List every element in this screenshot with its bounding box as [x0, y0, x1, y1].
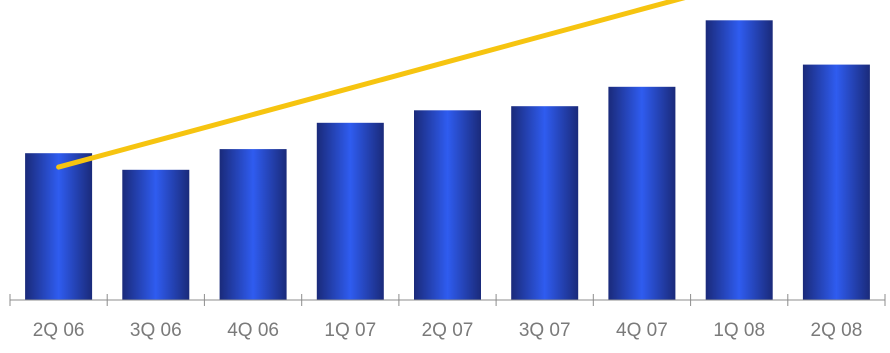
bar-2q-07 — [414, 110, 481, 300]
bar-1q-08 — [705, 20, 773, 301]
x-tick-label: 2Q 06 — [33, 320, 85, 341]
x-tick-label: 2Q 07 — [422, 320, 474, 341]
bar-3q-06 — [122, 169, 190, 300]
x-tick-label: 4Q 07 — [616, 320, 668, 341]
bar-2q-08 — [802, 64, 870, 300]
bar-1q-07 — [316, 122, 384, 300]
bar-4q-07 — [608, 86, 676, 300]
trend-group — [56, 0, 686, 170]
bar-4q-06 — [219, 149, 287, 300]
bar-2q-06 — [25, 153, 93, 300]
bar-3q-07 — [511, 106, 579, 300]
x-tick-label: 3Q 06 — [130, 320, 182, 341]
x-tick-label: 1Q 07 — [324, 320, 376, 341]
x-axis-labels: 2Q 06 3Q 06 4Q 06 1Q 07 2Q 07 3Q 07 4Q 07 1Q 08… — [33, 320, 863, 341]
x-tick-label: 4Q 06 — [227, 320, 279, 341]
x-tick-label: 2Q 08 — [811, 320, 863, 341]
bars-group — [25, 20, 870, 301]
x-tick-label: 3Q 07 — [519, 320, 571, 341]
x-tick-label: 1Q 08 — [713, 320, 765, 341]
x-axis-ticks — [9, 294, 886, 306]
trend-line — [56, 0, 686, 170]
